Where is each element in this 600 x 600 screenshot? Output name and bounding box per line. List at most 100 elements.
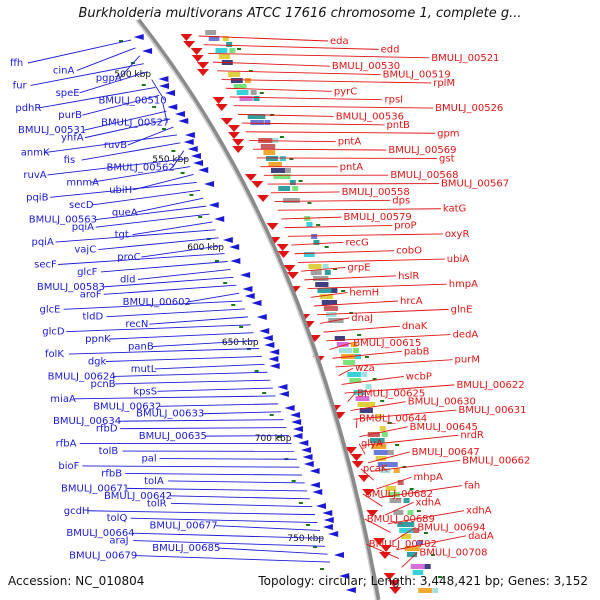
cog-band [401, 534, 412, 539]
gene-label-left: proC [117, 252, 140, 263]
leader-line-left [127, 126, 174, 146]
forward-gene-arrow [212, 97, 225, 104]
scale-label: 650 kbp [222, 338, 259, 348]
tick-mark [152, 106, 157, 108]
tick-mark [279, 136, 284, 138]
forward-gene-arrow [191, 55, 204, 62]
leader-line-left [204, 435, 289, 437]
reverse-gene-arrow [230, 258, 241, 264]
leader-line-right [288, 233, 443, 237]
cog-band [253, 96, 260, 101]
tick-mark [237, 48, 242, 50]
gene-label-left: BMULJ_00563 [29, 215, 97, 226]
reverse-gene-arrow [242, 286, 253, 292]
forward-gene-arrow [244, 174, 257, 181]
cog-band [379, 426, 386, 431]
tick-mark [231, 304, 236, 306]
forward-gene-arrow [276, 244, 289, 251]
cog-band [205, 30, 217, 35]
gene-label-right: pntA [340, 162, 364, 173]
cog-band [317, 288, 335, 293]
reverse-gene-arrow [269, 349, 280, 355]
reverse-gene-arrow [269, 363, 280, 369]
cog-band [357, 402, 376, 407]
gene-label-right: dnaK [402, 321, 428, 332]
cog-band [268, 162, 282, 167]
leader-line-left [113, 371, 268, 377]
tick-mark [298, 180, 303, 182]
map-title: Burkholderia multivorans ATCC 17616 chro… [78, 6, 522, 21]
reverse-gene-arrow [178, 118, 189, 124]
leader-line-left [101, 261, 228, 273]
cog-band [359, 408, 373, 413]
gene-label-left: miaA [50, 394, 76, 405]
gene-label-right: recG [345, 237, 368, 248]
gene-label-left: aroF [80, 289, 102, 300]
leader-line-right [307, 283, 447, 290]
cog-band [379, 468, 391, 473]
cog-band [397, 522, 415, 527]
gene-label-right: ubiA [447, 254, 469, 265]
topology-label: Topology: circular; Length: 3,448,421 bp… [258, 574, 588, 588]
gene-label-right: BMULJ_00521 [431, 53, 499, 64]
tick-mark [437, 576, 442, 578]
leader-line-right [291, 241, 344, 246]
gene-label-left: pqiB [26, 192, 48, 203]
gene-label-right: katG [443, 204, 466, 215]
gene-label-right: eda [330, 36, 349, 47]
cog-band [403, 498, 410, 503]
cog-band [247, 114, 266, 119]
gene-label-right: grpE [347, 262, 370, 273]
cog-band [381, 432, 388, 437]
gene-label-right: wcbP [406, 371, 432, 382]
leader-line-left [68, 348, 260, 355]
leader-line-right [237, 113, 334, 117]
reverse-gene-arrow [244, 293, 255, 299]
leader-line-right [332, 350, 402, 359]
tick-mark [198, 216, 203, 218]
cog-band [353, 390, 366, 395]
left-leader-lines [27, 39, 331, 563]
cog-band [336, 342, 349, 347]
gene-label-left: ubiH [109, 185, 132, 196]
gene-label-left: pgpA [96, 73, 122, 84]
leader-line-left [159, 458, 297, 460]
tick-mark [364, 356, 369, 358]
gene-label-right: oxyR [445, 229, 470, 240]
gene-label-right: dedA [453, 330, 479, 341]
cog-band [292, 186, 299, 191]
leader-line-right [355, 418, 358, 428]
gene-label-left: secF [34, 259, 57, 270]
leader-line-right [376, 476, 412, 490]
reverse-gene-arrow [167, 104, 178, 110]
gene-label-right: hrcA [400, 296, 423, 307]
tick-mark [215, 260, 220, 262]
leader-line-right [212, 61, 330, 67]
scale-label: 750 kbp [287, 534, 324, 544]
reverse-gene-arrow [184, 132, 195, 138]
leader-line-left [82, 465, 300, 468]
tick-mark [312, 546, 317, 548]
gene-label-right: proP [394, 221, 416, 232]
cog-band [418, 588, 432, 593]
leader-line-left [159, 403, 279, 407]
cog-band [432, 588, 439, 593]
leader-line-right [379, 485, 463, 499]
leader-line-left [50, 181, 197, 198]
cog-band [412, 570, 424, 575]
leader-line-left [137, 268, 231, 280]
cog-band [322, 264, 329, 269]
gene-label-right: purM [455, 355, 480, 366]
forward-gene-arrow [383, 573, 396, 580]
forward-gene-arrow [257, 195, 270, 202]
reverse-gene-arrow [222, 237, 233, 243]
gene-label-left: anmK [21, 148, 50, 159]
forward-gene-arrow [197, 69, 210, 76]
leader-line-left [118, 419, 284, 422]
forward-gene-arrow [378, 552, 391, 559]
forward-gene-arrow [220, 118, 233, 125]
cog-band [270, 168, 288, 173]
gene-label-right: pcaK [363, 464, 388, 475]
cog-band [265, 156, 279, 161]
reverse-gene-arrow [328, 531, 339, 537]
